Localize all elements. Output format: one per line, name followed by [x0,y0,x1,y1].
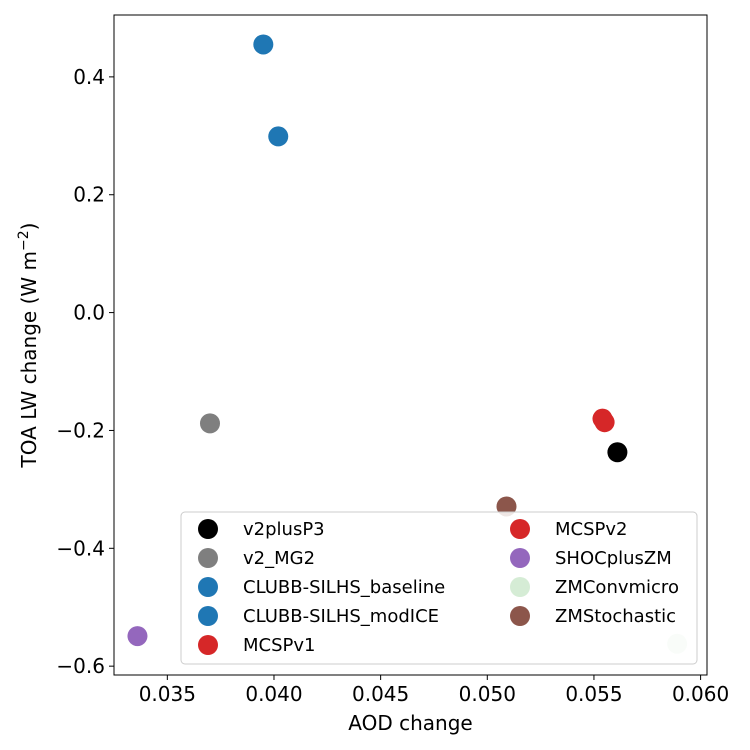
y-axis-label-main: TOA LW change (W m [17,251,41,468]
legend-label: CLUBB-SILHS_baseline [243,577,445,598]
legend-label: v2plusP3 [243,519,325,540]
legend-marker [510,548,530,568]
legend-marker [198,548,218,568]
y-tick-label: −0.2 [56,418,105,442]
data-point-shocpluszm [127,626,148,647]
x-tick-label: 0.045 [352,682,409,706]
legend-marker [198,519,218,539]
legend: v2plusP3 v2_MG2 CLUBB-SILHS_baseline CLUBB-… [180,511,698,665]
y-tick-label: −0.6 [56,654,105,678]
data-point-clubb-silhs-baseline [253,34,274,55]
y-axis-label: TOA LW change (W m−2) [16,223,41,469]
x-tick-label: 0.060 [672,682,729,706]
x-tick-label: 0.035 [139,682,196,706]
legend-marker [510,606,530,626]
x-tick-label: 0.040 [245,682,302,706]
data-point-v2-mg2 [199,413,220,434]
y-tick-label: −0.4 [56,536,105,560]
y-tick-label: 0.4 [73,65,105,89]
legend-label: v2_MG2 [243,548,315,569]
data-point-v2plusp3 [607,442,628,463]
legend-frame [180,511,698,665]
legend-label: MCSPv1 [243,635,315,656]
plot-area-frame [113,14,708,676]
y-tick-label: 0.0 [73,301,105,325]
legend-marker [510,519,530,539]
legend-label: CLUBB-SILHS_modICE [243,606,439,627]
y-axis-label-end: ) [17,223,41,231]
legend-label: ZMStochastic [555,606,676,627]
legend-marker [198,606,218,626]
x-axis-ticks: 0.035 0.040 0.045 0.050 0.055 0.060 [139,675,729,706]
legend-marker [198,577,218,597]
data-point-zmstochastic [496,496,517,517]
x-tick-label: 0.055 [565,682,622,706]
legend-label: SHOCplusZM [555,548,672,569]
y-tick-label: 0.2 [73,183,105,207]
data-point-clubb-silhs-modice [268,126,289,147]
x-tick-label: 0.050 [459,682,516,706]
legend-marker [510,577,530,597]
legend-label: ZMConvmicro [555,577,679,598]
y-axis-label-superscript: −2 [16,230,32,251]
legend-marker [198,635,218,655]
legend-label: MCSPv2 [555,519,627,540]
data-point-mcspv2 [594,412,615,433]
y-axis-ticks: −0.6 −0.4 −0.2 0.0 0.2 0.4 [56,65,114,678]
x-axis-label: AOD change [348,711,472,735]
